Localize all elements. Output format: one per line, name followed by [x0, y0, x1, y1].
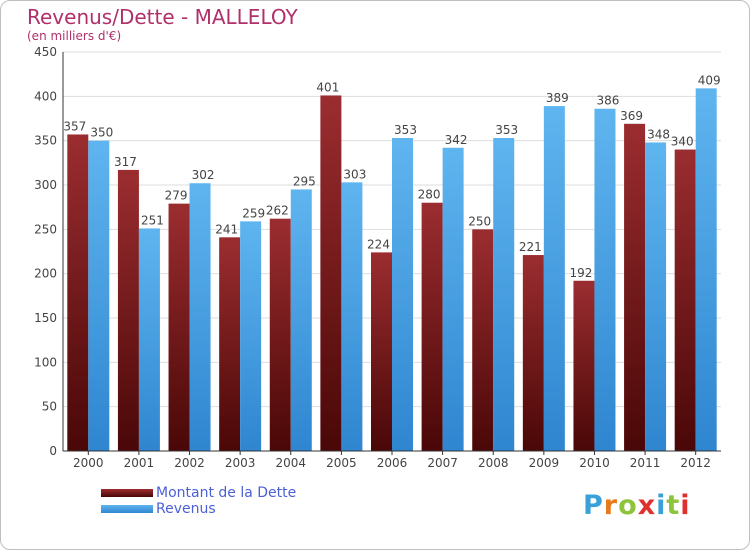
bar-debt-2008 — [472, 229, 494, 451]
x-tick-label: 2011 — [630, 456, 661, 470]
y-tick-label: 100 — [34, 355, 57, 369]
data-label-revenue-2012: 409 — [698, 73, 721, 87]
x-tick-label: 2003 — [225, 456, 256, 470]
logo-letter: t — [666, 490, 681, 521]
bar-debt-2006 — [371, 252, 392, 451]
chart-subtitle: (en milliers d'€) — [27, 29, 122, 43]
bar-debt-2005 — [320, 95, 342, 452]
bar-revenue-2001 — [138, 228, 160, 451]
logo-letter: r — [603, 490, 619, 521]
data-label-debt-2006: 224 — [367, 237, 390, 251]
data-label-debt-2002: 279 — [165, 189, 188, 203]
y-tick-label: 400 — [34, 89, 57, 103]
data-label-debt-2007: 280 — [418, 188, 441, 202]
data-label-revenue-2006: 353 — [394, 123, 417, 137]
data-label-revenue-2003: 259 — [242, 206, 265, 220]
data-label-debt-2012: 340 — [671, 135, 694, 149]
y-tick-label: 200 — [34, 267, 57, 281]
bar-debt-2011 — [624, 123, 646, 451]
x-tick-label: 2009 — [529, 456, 560, 470]
legend-swatch-revenue — [101, 505, 153, 513]
data-label-debt-2001: 317 — [114, 155, 137, 169]
bar-debt-2012 — [674, 149, 696, 452]
data-label-debt-2004: 262 — [266, 204, 289, 218]
data-label-debt-2010: 192 — [570, 266, 593, 280]
bar-debt-2004 — [269, 218, 291, 451]
x-tick-label: 2000 — [73, 456, 104, 470]
x-tick-label: 2002 — [174, 456, 205, 470]
data-label-debt-2011: 369 — [620, 109, 643, 123]
y-tick-label: 150 — [34, 311, 57, 325]
x-tick-label: 2005 — [326, 456, 357, 470]
data-label-debt-2005: 401 — [316, 80, 339, 94]
data-label-revenue-2007: 342 — [445, 133, 468, 147]
x-tick-label: 2010 — [579, 456, 610, 470]
data-label-debt-2008: 250 — [468, 214, 491, 228]
data-label-revenue-2002: 302 — [192, 168, 215, 182]
legend-label-revenue: Revenus — [156, 501, 216, 517]
y-tick-label: 250 — [34, 222, 57, 236]
bar-revenue-2006 — [392, 138, 413, 452]
y-tick-label: 450 — [34, 45, 57, 59]
legend-label-debt: Montant de la Dette — [156, 485, 297, 501]
data-label-revenue-2008: 353 — [495, 123, 518, 137]
bar-revenue-2003 — [240, 221, 262, 451]
bar-revenue-2005 — [341, 182, 363, 451]
x-tick-label: 2006 — [377, 456, 408, 470]
data-label-revenue-2011: 348 — [647, 127, 670, 141]
x-tick-label: 2008 — [478, 456, 509, 470]
logo-letter: o — [618, 490, 638, 521]
proxiti-logo: Proxiti — [583, 490, 691, 521]
logo-letter: x — [637, 490, 657, 521]
data-label-revenue-2010: 386 — [597, 94, 620, 108]
bar-revenue-2010 — [594, 108, 616, 451]
logo-letter: i — [680, 490, 691, 521]
bar-revenue-2009 — [543, 106, 565, 451]
data-label-debt-2000: 357 — [63, 119, 86, 133]
data-label-revenue-2001: 251 — [141, 213, 164, 227]
bar-debt-2002 — [168, 203, 190, 451]
bar-revenue-2007 — [442, 147, 464, 451]
x-tick-label: 2004 — [275, 456, 306, 470]
data-label-debt-2009: 221 — [519, 240, 542, 254]
bar-revenue-2004 — [290, 189, 312, 451]
axes: 0 50 100 150 200 250 300 350 400 450 2000 2001 2002 2… — [34, 45, 721, 470]
y-tick-label: 300 — [34, 178, 57, 192]
data-label-revenue-2004: 295 — [293, 174, 316, 188]
legend-swatch-debt — [101, 489, 153, 497]
bar-debt-2007 — [421, 202, 443, 451]
logo-letter: P — [583, 490, 604, 521]
x-tick-label: 2007 — [427, 456, 458, 470]
y-tick-label: 0 — [49, 444, 57, 458]
bar-debt-2010 — [573, 280, 595, 451]
data-label-debt-2003: 241 — [215, 222, 238, 236]
y-tick-label: 50 — [42, 400, 57, 414]
bar-debt-2003 — [219, 237, 241, 451]
bar-revenue-2002 — [189, 183, 211, 451]
data-label-revenue-2005: 303 — [343, 167, 366, 181]
logo-letter: i — [656, 490, 667, 521]
data-label-revenue-2000: 350 — [90, 126, 113, 140]
bar-revenue-2008 — [493, 138, 515, 452]
x-tick-label: 2012 — [680, 456, 711, 470]
bar-revenue-2012 — [695, 88, 717, 451]
bar-revenue-2000 — [88, 140, 110, 451]
bar-debt-2001 — [117, 169, 139, 451]
bar-debt-2000 — [67, 134, 89, 451]
x-tick-label: 2001 — [124, 456, 155, 470]
bar-debt-2009 — [522, 255, 544, 451]
chart-title: Revenus/Dette - MALLELOY — [27, 5, 298, 29]
data-label-revenue-2009: 389 — [546, 91, 569, 105]
y-tick-label: 350 — [34, 134, 57, 148]
bar-revenue-2011 — [645, 142, 667, 451]
bars — [67, 88, 717, 452]
